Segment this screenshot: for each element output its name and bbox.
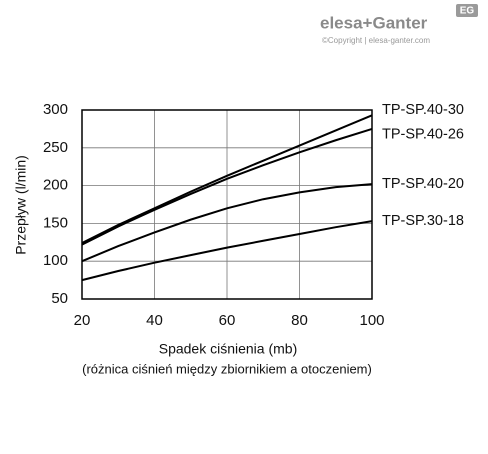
series-line xyxy=(81,183,373,263)
series-line xyxy=(81,220,373,282)
y-tick-label: 250 xyxy=(43,139,68,156)
series-label: TP-SP.40-20 xyxy=(382,176,464,192)
logo-text: elesa+Ganter xyxy=(320,13,428,32)
copyright: ©Copyright | elesa-ganter.com xyxy=(322,36,430,45)
x-tick-label: 40 xyxy=(146,312,163,329)
series-label: TP-SP.40-30 xyxy=(382,102,464,118)
y-tick-label: 300 xyxy=(43,101,68,118)
series-label: TP-SP.30-18 xyxy=(382,213,464,229)
y-tick-label: 100 xyxy=(43,252,68,269)
x-axis-note: (różnica ciśnień między zbiornikiem a ot… xyxy=(82,361,372,376)
x-axis-title: Spadek ciśnienia (mb) xyxy=(159,341,298,357)
y-tick-label: 50 xyxy=(51,290,68,307)
plot-frame xyxy=(81,109,373,300)
logo-badge: EG xyxy=(460,6,475,17)
logo-badge-bg xyxy=(456,4,478,17)
y-axis-title: Przepływ (l/min) xyxy=(13,155,29,255)
x-tick-label: 60 xyxy=(219,312,236,329)
series-label: TP-SP.40-26 xyxy=(382,127,464,143)
x-tick-label: 20 xyxy=(74,312,91,329)
series-line xyxy=(81,114,373,244)
series-line xyxy=(81,127,373,246)
x-tick-label: 80 xyxy=(291,312,308,329)
y-tick-label: 200 xyxy=(43,177,68,194)
y-tick-label: 150 xyxy=(43,214,68,231)
x-tick-label: 100 xyxy=(359,312,384,329)
